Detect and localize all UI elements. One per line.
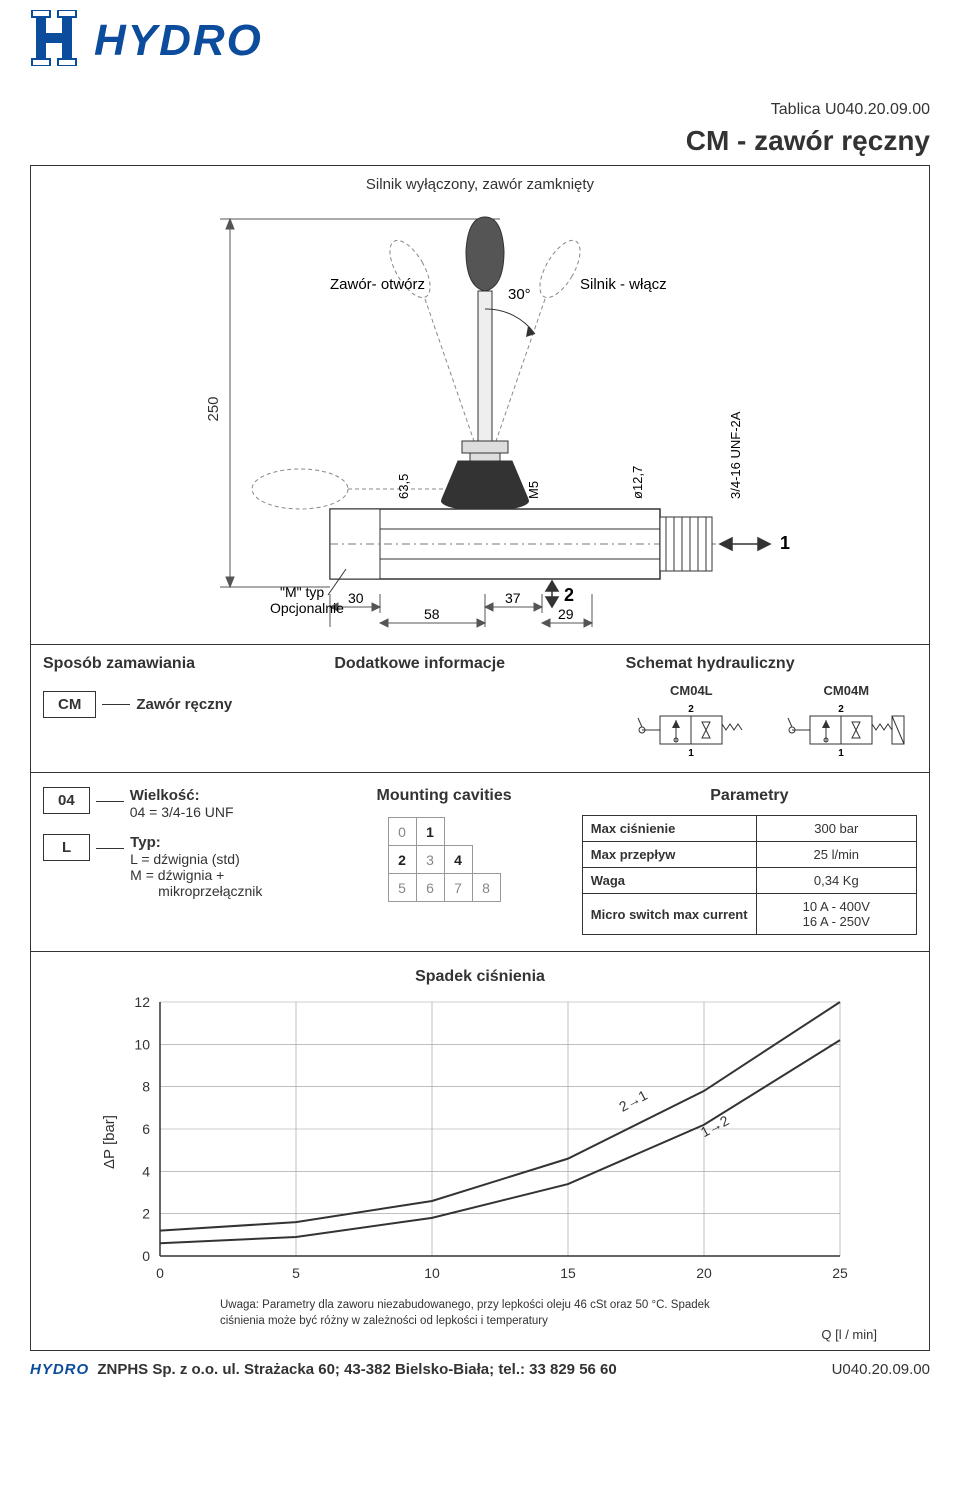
svg-text:63,5: 63,5 bbox=[396, 474, 411, 499]
footer-left: HYDRO ZNPHS Sp. z o.o. ul. Strażacka 60;… bbox=[30, 1361, 617, 1378]
svg-text:10: 10 bbox=[134, 1036, 150, 1052]
svg-text:0: 0 bbox=[142, 1248, 150, 1264]
footer-brand: HYDRO bbox=[30, 1361, 89, 1378]
top-right-block: Tablica U040.20.09.00 CM - zawór ręczny bbox=[30, 101, 930, 157]
svg-text:1: 1 bbox=[839, 748, 845, 758]
schematic-heading: Schemat hydrauliczny bbox=[626, 655, 917, 673]
svg-text:ΔP [bar]: ΔP [bar] bbox=[101, 1115, 118, 1169]
type-l1: L = dźwignia (std) bbox=[130, 851, 262, 867]
chart-title: Spadek ciśnienia bbox=[43, 968, 917, 986]
technical-drawing: 250 30° Zawór- otwórz Silnik - włącz bbox=[80, 199, 880, 629]
params-row: 04 Wielkość: 04 = 3/4-16 UNF L Typ: L = … bbox=[30, 773, 930, 952]
svg-text:"M" typ: "M" typ bbox=[280, 584, 324, 600]
svg-text:6: 6 bbox=[142, 1121, 150, 1137]
svg-text:15: 15 bbox=[560, 1265, 576, 1281]
section-row-1: Sposób zamawiania CM Zawór ręczny Dodatk… bbox=[30, 645, 930, 773]
figure-box: Silnik wyłączony, zawór zamknięty 250 bbox=[30, 165, 930, 645]
figure-caption: Silnik wyłączony, zawór zamknięty bbox=[41, 176, 919, 193]
svg-text:5: 5 bbox=[292, 1265, 300, 1281]
info-heading: Dodatkowe informacje bbox=[334, 655, 625, 673]
schematic-right-icon: 2 1 bbox=[786, 702, 906, 758]
svg-text:10: 10 bbox=[424, 1265, 440, 1281]
cavities-col: Mounting cavities 012345678 bbox=[324, 787, 563, 935]
page-title: CM - zawór ręczny bbox=[30, 125, 930, 157]
schematic-col: Schemat hydrauliczny CM04L 2 bbox=[626, 655, 917, 758]
svg-text:Silnik - włącz: Silnik - włącz bbox=[580, 276, 667, 293]
svg-text:30°: 30° bbox=[508, 286, 531, 303]
svg-text:ø12,7: ø12,7 bbox=[630, 466, 645, 499]
param-table: Max ciśnienie300 barMax przepływ25 l/min… bbox=[582, 815, 917, 935]
size-desc: 04 = 3/4-16 UNF bbox=[130, 804, 234, 820]
param-table-col: Parametry Max ciśnienie300 barMax przepł… bbox=[582, 787, 917, 935]
type-l2: M = dźwignia + bbox=[130, 867, 262, 883]
cavities-title: Mounting cavities bbox=[324, 787, 563, 805]
svg-text:1: 1 bbox=[780, 533, 790, 553]
svg-text:2: 2 bbox=[142, 1206, 150, 1222]
svg-text:250: 250 bbox=[205, 396, 222, 421]
svg-text:25: 25 bbox=[832, 1265, 848, 1281]
svg-text:M5: M5 bbox=[526, 481, 541, 499]
svg-text:20: 20 bbox=[696, 1265, 712, 1281]
svg-text:58: 58 bbox=[424, 606, 440, 622]
cavity-grid: 012345678 bbox=[388, 817, 501, 902]
info-col: Dodatkowe informacje bbox=[334, 655, 625, 758]
ordering-col: Sposób zamawiania CM Zawór ręczny bbox=[43, 655, 334, 758]
params-left: 04 Wielkość: 04 = 3/4-16 UNF L Typ: L = … bbox=[43, 787, 306, 935]
svg-text:4: 4 bbox=[142, 1163, 150, 1179]
svg-text:2→1: 2→1 bbox=[616, 1087, 650, 1115]
chart-note: Uwaga: Parametry dla zaworu niezabudowan… bbox=[220, 1298, 740, 1329]
svg-text:1→2: 1→2 bbox=[698, 1112, 732, 1140]
svg-text:2: 2 bbox=[689, 704, 695, 715]
logo-text: HYDRO bbox=[94, 16, 263, 66]
schematic-left-code: CM04L bbox=[670, 683, 713, 698]
order-code-cm: CM bbox=[43, 691, 96, 718]
svg-text:1: 1 bbox=[689, 748, 695, 758]
svg-text:8: 8 bbox=[142, 1079, 150, 1095]
params-title: Parametry bbox=[582, 787, 917, 805]
svg-text:3/4-16 UNF-2A: 3/4-16 UNF-2A bbox=[728, 411, 743, 499]
svg-text:0: 0 bbox=[156, 1265, 164, 1281]
order-code-l: L bbox=[43, 834, 90, 861]
svg-text:2: 2 bbox=[839, 704, 845, 715]
schematic-right-code: CM04M bbox=[824, 683, 870, 698]
type-title: Typ: bbox=[130, 834, 262, 851]
schematic-left-icon: 2 1 bbox=[636, 702, 746, 758]
ordering-heading: Sposób zamawiania bbox=[43, 655, 334, 673]
pressure-drop-chart: 0 5 10 15 20 25 0 2 4 6 8 10 12 ΔP [bar] 2→1 1→2 bbox=[90, 992, 870, 1292]
svg-text:29: 29 bbox=[558, 606, 574, 622]
svg-text:30: 30 bbox=[348, 590, 364, 606]
size-title: Wielkość: bbox=[130, 787, 234, 804]
order-code-04: 04 bbox=[43, 787, 90, 814]
order-label-cm: Zawór ręczny bbox=[136, 696, 232, 713]
svg-text:Zawór- otwórz: Zawór- otwórz bbox=[330, 276, 425, 293]
logo-row: HYDRO bbox=[30, 10, 930, 71]
logo-icon bbox=[30, 10, 86, 71]
chart-xlabel: Q [l / min] bbox=[43, 1327, 877, 1342]
footer-text: ZNPHS Sp. z o.o. ul. Strażacka 60; 43-38… bbox=[97, 1361, 616, 1378]
footer: HYDRO ZNPHS Sp. z o.o. ul. Strażacka 60;… bbox=[30, 1361, 930, 1378]
chart-box: Spadek ciśnienia 0 5 10 15 20 25 0 2 4 6 8 10 12 ΔP [… bbox=[30, 952, 930, 1351]
type-l3: mikroprzełącznik bbox=[130, 883, 262, 899]
svg-text:2: 2 bbox=[564, 585, 574, 605]
svg-text:12: 12 bbox=[134, 994, 150, 1010]
footer-code: U040.20.09.00 bbox=[832, 1361, 930, 1378]
svg-text:37: 37 bbox=[505, 590, 521, 606]
svg-text:Opcjonalnie: Opcjonalnie bbox=[270, 600, 344, 616]
tablica-code: Tablica U040.20.09.00 bbox=[30, 101, 930, 119]
